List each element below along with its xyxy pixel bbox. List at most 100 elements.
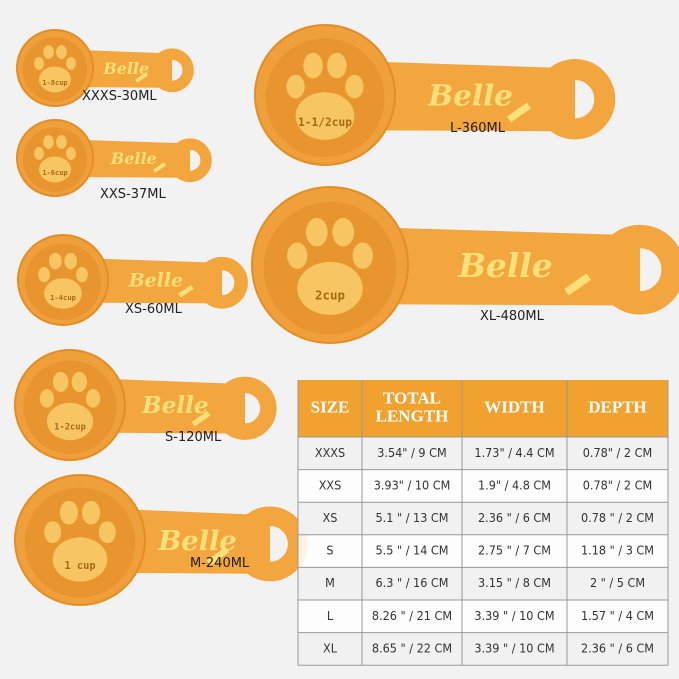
handle-ring <box>595 224 679 315</box>
table-header-bg <box>298 380 668 437</box>
paw-toe <box>352 242 373 269</box>
size-label: S-120ML <box>165 430 222 445</box>
table-cell: 1.57 " / 4 CM <box>581 608 654 623</box>
paw-toe <box>56 135 67 149</box>
paw-toe <box>287 242 308 269</box>
table-cell: 3.39 " / 10 CM <box>474 640 554 655</box>
table-cell: 8.65 " / 22 CM <box>372 640 452 655</box>
paw-toe <box>34 147 44 160</box>
bone-icon <box>178 284 194 298</box>
scoop: 1-1/2cup Belle L-360ML <box>254 24 616 166</box>
table-cell: 1.73" / 4.4 CM <box>474 445 554 460</box>
bone-icon <box>206 547 230 566</box>
handle <box>330 226 640 306</box>
paw-pad <box>44 278 82 309</box>
paw-toe <box>52 371 69 392</box>
bone-icon <box>506 102 532 123</box>
table-cell: 0.78" / 2 CM <box>583 477 652 492</box>
paw-toe <box>81 500 101 525</box>
table-cell: 2 " / 5 CM <box>590 575 645 590</box>
header-cell: TOTAL LENGTH <box>376 388 449 425</box>
table-cell: 0.78 " / 2 CM <box>581 510 654 525</box>
handle-ring <box>196 256 248 309</box>
paw-toe <box>71 371 88 392</box>
handle-ring <box>534 58 616 140</box>
table-cell: 0.78" / 2 CM <box>583 445 652 460</box>
paw-toe <box>98 521 116 544</box>
table-cell: 1.9" / 4.8 CM <box>478 477 551 492</box>
cup-text: 1-8cup <box>42 79 67 87</box>
paw-toe <box>49 252 62 270</box>
header-cell: WIDTH <box>484 397 544 416</box>
belle-text: Belle <box>141 392 208 419</box>
cup-text: 1-1/2cup <box>298 116 352 129</box>
cup-text: 1-4cup <box>50 293 77 302</box>
paw-toe <box>286 74 305 99</box>
table-cell: L <box>327 608 334 623</box>
scoop: 2cup Belle XL-480ML <box>251 186 679 344</box>
table-cell: 2.75 " / 7 CM <box>478 543 551 558</box>
table-cell: 3.39 " / 10 CM <box>474 608 554 623</box>
paw-toe <box>345 74 364 99</box>
paw-toe <box>64 252 77 270</box>
table-cell: 3.15 " / 8 CM <box>478 575 551 590</box>
paw-toe <box>56 45 67 59</box>
size-label: XXS-37ML <box>100 187 167 202</box>
row-bg <box>298 437 668 470</box>
belle-text: Belle <box>102 59 149 78</box>
handle-ring <box>150 48 194 93</box>
paw-toe <box>44 521 62 544</box>
size-label: XS-60ML <box>125 302 183 317</box>
table-cell: 3.93" / 10 CM <box>374 477 451 492</box>
size-label: M-240ML <box>190 556 250 571</box>
size-label: L-360ML <box>450 121 506 136</box>
paw-toe <box>332 218 355 247</box>
table-cell: 6.3 " / 16 CM <box>376 575 449 590</box>
paw-pad <box>46 402 94 441</box>
belle-text: Belle <box>427 78 513 113</box>
paw-toe <box>303 52 323 79</box>
row-bg <box>298 632 668 666</box>
table-cell: XXS <box>319 477 342 492</box>
paw-pad <box>295 92 355 140</box>
bone-icon <box>191 410 211 427</box>
paw-pad <box>52 537 108 582</box>
handle-ring <box>168 138 212 183</box>
bone-icon <box>153 162 167 173</box>
cup-text: 2cup <box>315 288 345 303</box>
table-cell: 2.36 " / 6 CM <box>581 640 654 655</box>
table-cell: 1.18 " / 3 CM <box>581 543 654 558</box>
paw-toe <box>59 500 79 525</box>
header-cell: SIZE <box>311 397 350 416</box>
scoop: 1-2cup Belle S-120ML <box>14 349 277 461</box>
paw-toe <box>76 266 88 283</box>
table-cell: XXXS <box>315 445 345 460</box>
paw-toe <box>327 52 347 79</box>
paw-pad <box>297 261 363 315</box>
paw-toe <box>43 135 54 149</box>
handle-ring <box>213 376 277 440</box>
table-cell: 3.54" / 9 CM <box>377 445 446 460</box>
paw-toe <box>38 266 50 283</box>
table-cell: 8.26 " / 21 CM <box>372 608 452 623</box>
bone-icon <box>135 72 149 83</box>
cup-text: 1-2cup <box>54 423 86 433</box>
belle-text: Belle <box>110 149 157 168</box>
cup-text: 1 cup <box>64 560 95 572</box>
table-cell: XS <box>323 510 338 525</box>
paw-toe <box>66 147 76 160</box>
header-cell: DEPTH <box>588 397 647 416</box>
paw-toe <box>34 57 44 70</box>
paw-toe <box>39 389 55 408</box>
table-cell: 2.36 " / 6 CM <box>478 510 551 525</box>
scoop: 1-4cup Belle XS-60ML <box>17 234 248 326</box>
paw-toe <box>85 389 101 408</box>
paw-toe <box>66 57 76 70</box>
paw-pad <box>39 66 71 93</box>
belle-text: Belle <box>457 246 552 285</box>
row-bg <box>298 567 668 600</box>
cup-text: 1-6cup <box>42 169 67 177</box>
paw-pad <box>39 156 71 183</box>
